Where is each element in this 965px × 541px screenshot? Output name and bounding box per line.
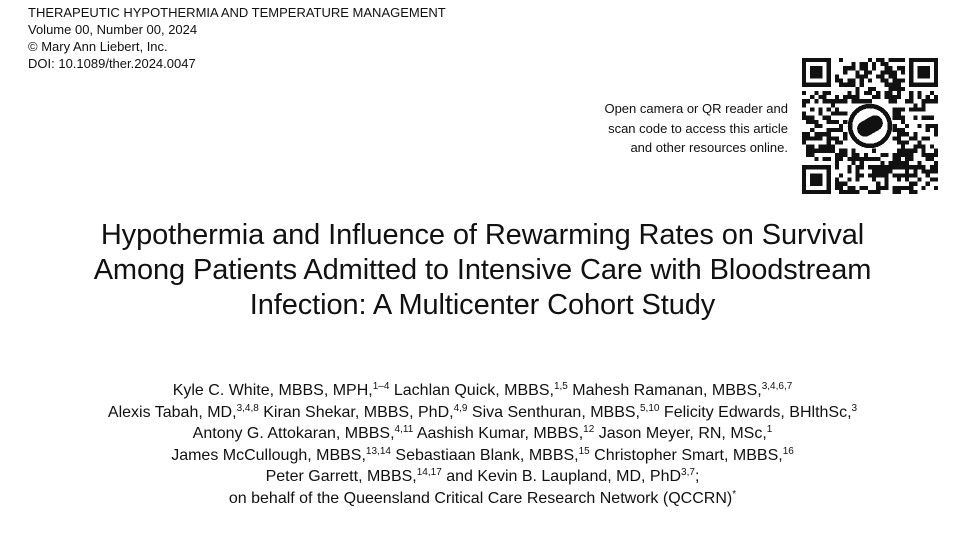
journal-copyright: © Mary Ann Liebert, Inc. bbox=[28, 39, 168, 54]
author-name: Lachlan Quick, MBBS, bbox=[389, 382, 554, 399]
affiliation-superscript: 12 bbox=[583, 424, 595, 436]
author-name: Kyle C. White, MBBS, MPH, bbox=[172, 382, 373, 399]
qr-code[interactable] bbox=[802, 58, 938, 194]
journal-doi[interactable]: DOI: 10.1089/ther.2024.0047 bbox=[28, 56, 196, 71]
author-name: and Kevin B. Laupland, MD, PhD bbox=[441, 468, 682, 486]
author-name: Felicity Edwards, BHlthSc, bbox=[659, 403, 852, 421]
author-name: ; bbox=[694, 468, 700, 486]
author-name: Aashish Kumar, MBBS, bbox=[413, 425, 584, 443]
qr-instructions-line: and other resources online. bbox=[630, 140, 788, 155]
affiliation-superscript: 13,14 bbox=[365, 445, 391, 457]
affiliation-superscript: 3 bbox=[851, 402, 858, 414]
title-line: Infection: A Multicenter Cohort Study bbox=[249, 289, 716, 321]
affiliation-superscript: 3,4,6,7 bbox=[761, 381, 793, 392]
author-name: Antony G. Attokaran, MBBS, bbox=[192, 425, 395, 443]
author-line: Peter Garrett, MBBS,14,17 and Kevin B. L… bbox=[0, 466, 965, 488]
qr-instructions-line: Open camera or QR reader and bbox=[604, 101, 788, 116]
author-list: Kyle C. White, MBBS, MPH,1–4 Lachlan Qui… bbox=[0, 380, 965, 510]
qr-instructions-line: scan code to access this article bbox=[608, 120, 788, 136]
affiliation-superscript: 5,10 bbox=[640, 402, 660, 414]
affiliation-superscript: * bbox=[732, 488, 737, 500]
affiliation-superscript: 14,17 bbox=[416, 467, 442, 479]
affiliation-superscript: 16 bbox=[782, 445, 794, 457]
author-name: Peter Garrett, MBBS, bbox=[265, 468, 417, 486]
journal-header: THERAPEUTIC HYPOTHERMIA AND TEMPERATURE … bbox=[28, 4, 446, 72]
author-name: on behalf of the Queensland Critical Car… bbox=[228, 489, 733, 507]
author-line: Alexis Tabah, MD,3,4,8 Kiran Shekar, MBB… bbox=[0, 402, 965, 424]
affiliation-superscript: 4,9 bbox=[453, 402, 468, 414]
author-name: Christopher Smart, MBBS, bbox=[589, 446, 783, 464]
qr-instructions: Open camera or QR reader and scan code t… bbox=[528, 99, 788, 158]
author-line: on behalf of the Queensland Critical Car… bbox=[0, 488, 965, 510]
author-line: Antony G. Attokaran, MBBS,4,11 Aashish K… bbox=[0, 423, 965, 445]
journal-name: THERAPEUTIC HYPOTHERMIA AND TEMPERATURE … bbox=[28, 5, 446, 20]
affiliation-superscript: 1,5 bbox=[553, 381, 568, 392]
qr-code-icon bbox=[802, 58, 938, 194]
affiliation-superscript: 15 bbox=[578, 445, 590, 457]
author-name: Kiran Shekar, MBBS, PhD, bbox=[258, 403, 454, 421]
title-line: Hypothermia and Influence of Rewarming R… bbox=[100, 219, 865, 251]
affiliation-superscript: 3,4,8 bbox=[236, 402, 259, 414]
author-name: Sebastiaan Blank, MBBS, bbox=[390, 446, 579, 464]
author-name: Alexis Tabah, MD, bbox=[107, 403, 237, 421]
author-line: Kyle C. White, MBBS, MPH,1–4 Lachlan Qui… bbox=[0, 380, 965, 402]
affiliation-superscript: 4,11 bbox=[394, 424, 414, 436]
affiliation-superscript: 3,7 bbox=[681, 467, 695, 479]
affiliation-superscript: 1 bbox=[766, 424, 773, 436]
author-name: James McCullough, MBBS, bbox=[171, 446, 366, 464]
author-name: Siva Senthuran, MBBS, bbox=[467, 403, 640, 421]
article-title: Hypothermia and Influence of Rewarming R… bbox=[0, 218, 965, 323]
journal-volume: Volume 00, Number 00, 2024 bbox=[28, 22, 198, 37]
author-line: James McCullough, MBBS,13,14 Sebastiaan … bbox=[0, 445, 965, 467]
title-line: Among Patients Admitted to Intensive Car… bbox=[93, 254, 872, 286]
author-name: Mahesh Ramanan, MBBS, bbox=[567, 382, 762, 399]
author-name: Jason Meyer, RN, MSc, bbox=[594, 425, 767, 443]
affiliation-superscript: 1–4 bbox=[372, 381, 390, 392]
